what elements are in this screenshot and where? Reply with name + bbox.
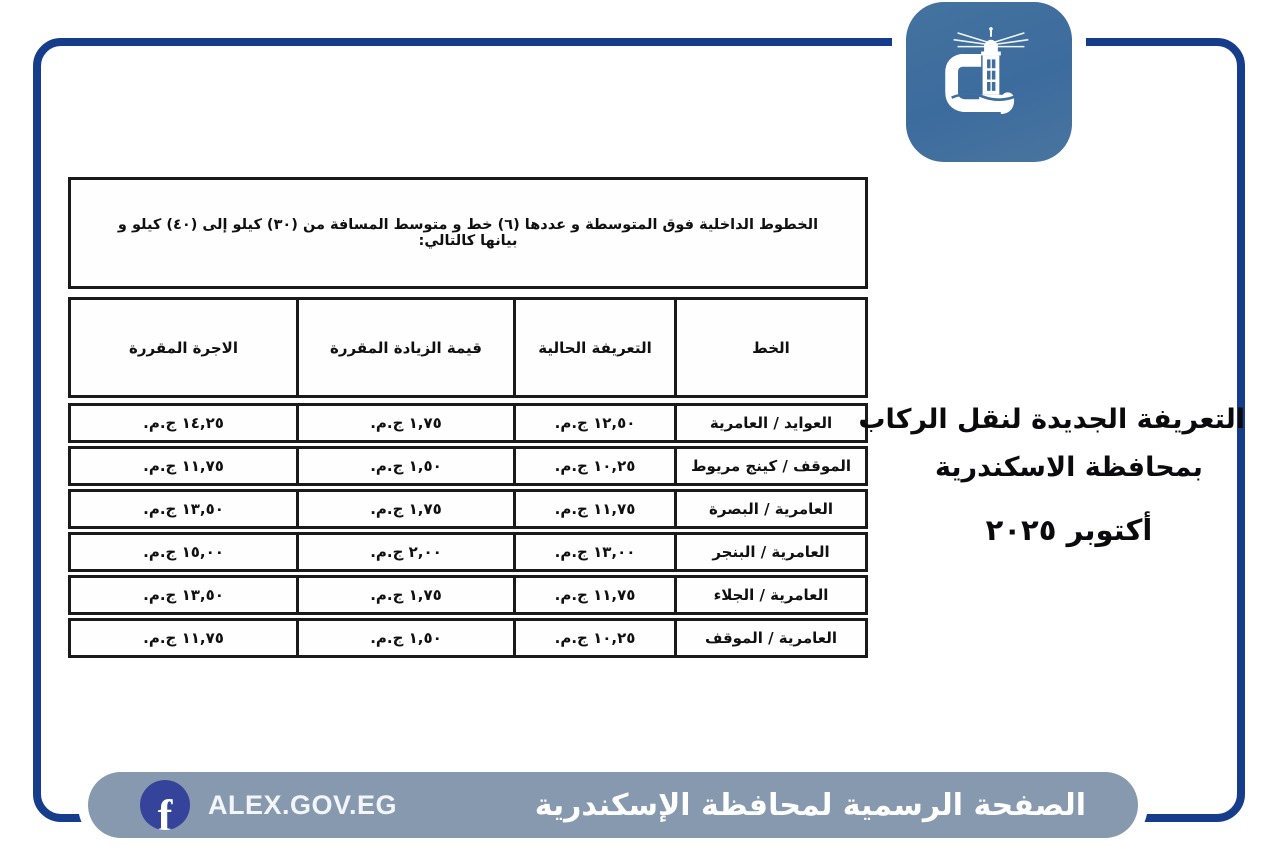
tariff-table: الخطوط الداخلية فوق المتوسطة و عددها (٦)… [68,177,868,658]
table-row: الموقف / كينج مريوط ١٠,٢٥ ج.م. ١,٥٠ ج.م.… [68,446,868,486]
official-page-banner[interactable]: f ALEX.GOV.EG الصفحة الرسمية لمحافظة الإ… [88,772,1138,838]
cell-fare: ١٤,٢٥ ج.م. [71,406,299,440]
table-row: العامرية / البصرة ١١,٧٥ ج.م. ١,٧٥ ج.م. ١… [68,489,868,529]
cell-increase: ١,٧٥ ج.م. [299,578,516,612]
cell-increase: ٢,٠٠ ج.م. [299,535,516,569]
header-line: الخط [752,338,790,357]
footer-social-group: f ALEX.GOV.EG [140,780,397,830]
cell-current: ١١,٧٥ ج.م. [516,578,677,612]
cell-fare: ١١,٧٥ ج.م. [71,449,299,483]
table-caption: الخطوط الداخلية فوق المتوسطة و عددها (٦)… [117,217,819,249]
cell-increase: ١,٥٠ ج.م. [299,449,516,483]
title-line-2: بمحافظة الاسكندرية [935,452,1203,483]
cell-increase: ١,٥٠ ج.م. [299,621,516,655]
header-increase: قيمة الزيادة المقررة [299,300,516,395]
announcement-title: التعريفة الجديدة لنقل الركاب بمحافظة الا… [858,396,1245,547]
cell-line: العامرية / الجلاء [713,586,829,604]
official-page-label: الصفحة الرسمية لمحافظة الإسكندرية [534,787,1086,823]
facebook-glyph: f [157,791,173,831]
title-line-1: التعريفة الجديدة لنقل الركاب [858,404,1245,435]
table-row: العوايد / العامرية ١٢,٥٠ ج.م. ١,٧٥ ج.م. … [68,403,868,443]
cell-line: العوايد / العامرية [709,414,833,432]
header-current: التعريفة الحالية [516,300,677,395]
cell-increase: ١,٧٥ ج.م. [299,406,516,440]
cell-current: ١٠,٢٥ ج.م. [516,621,677,655]
table-row: العامرية / الجلاء ١١,٧٥ ج.م. ١,٧٥ ج.م. ١… [68,575,868,615]
cell-fare: ١١,٧٥ ج.م. [71,621,299,655]
cell-current: ١٠,٢٥ ج.م. [516,449,677,483]
cell-current: ١١,٧٥ ج.م. [516,492,677,526]
alexandria-governorate-logo [906,2,1072,162]
cell-fare: ١٣,٥٠ ج.م. [71,492,299,526]
table-header-row: الخط التعريفة الحالية قيمة الزيادة المقر… [68,297,868,398]
cell-line: الموقف / كينج مريوط [690,457,852,475]
cell-line: العامرية / الموقف [704,629,838,647]
alexandria-lighthouse-icon [945,27,1029,114]
cell-line: العامرية / البنجر [712,543,830,561]
table-caption-box: الخطوط الداخلية فوق المتوسطة و عددها (٦)… [68,177,868,289]
cell-line: العامرية / البصرة [709,500,834,518]
facebook-icon[interactable]: f [140,780,190,830]
table-row: العامرية / الموقف ١٠,٢٥ ج.م. ١,٥٠ ج.م. ١… [68,618,868,658]
cell-current: ١٣,٠٠ ج.م. [516,535,677,569]
cell-current: ١٢,٥٠ ج.م. [516,406,677,440]
title-date: أكتوبر ٢٠٢٥ [985,513,1153,547]
cell-fare: ١٥,٠٠ ج.م. [71,535,299,569]
cell-increase: ١,٧٥ ج.م. [299,492,516,526]
header-fare: الاجرة المقررة [71,300,299,395]
cell-fare: ١٣,٥٠ ج.م. [71,578,299,612]
site-url-label[interactable]: ALEX.GOV.EG [208,789,398,820]
table-row: العامرية / البنجر ١٣,٠٠ ج.م. ٢,٠٠ ج.م. ١… [68,532,868,572]
